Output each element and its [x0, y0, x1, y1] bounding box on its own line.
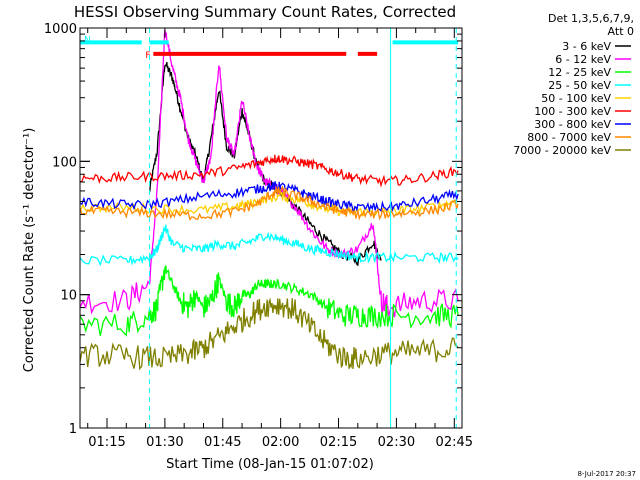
generated-timestamp: 8-Jul-2017 20:37 [577, 470, 636, 478]
x-tick-label-3: 02:00 [262, 435, 299, 450]
series-line-5 [80, 154, 459, 188]
x-axis-label: Start Time (08-Jan-15 01:07:02) [166, 457, 374, 472]
y-tick-label-1: 10 [60, 289, 77, 304]
x-tick-label-2: 01:45 [204, 435, 241, 450]
series-line-0 [148, 62, 382, 267]
legend-label-4: 50 - 100 keV [541, 92, 611, 105]
legend-label-5: 100 - 300 keV [534, 105, 611, 118]
legend-label-7: 800 - 7000 keV [527, 131, 611, 144]
series-line-1 [80, 30, 459, 318]
legend-header-0: Det 1,3,5,6,7,9, [548, 12, 634, 25]
plot-frame [79, 27, 463, 429]
legend-label-6: 300 - 800 keV [534, 118, 611, 131]
y-tick-label-2: 100 [52, 155, 77, 170]
x-tick-label-0: 01:15 [88, 435, 125, 450]
legend-label-8: 7000 - 20000 keV [513, 144, 611, 157]
legend-label-2: 12 - 25 keV [548, 66, 611, 79]
flag-label-3: F [145, 51, 150, 61]
legend-header-1: Att 0 [608, 25, 634, 38]
legend-label-0: 3 - 6 keV [562, 40, 611, 53]
series-line-7 [80, 185, 459, 221]
plot-area: NF [80, 28, 459, 428]
legend-label-3: 25 - 50 keV [548, 79, 611, 92]
x-tick-label-1: 01:30 [146, 435, 183, 450]
y-axis-label: Corrected Count Rate (s⁻¹ detector⁻¹) [22, 128, 37, 373]
legend-label-1: 6 - 12 keV [555, 53, 611, 66]
series-line-8 [80, 297, 459, 371]
y-tick-label-3: 1000 [44, 22, 77, 37]
chart-title: HESSI Observing Summary Count Rates, Cor… [74, 3, 456, 21]
axes: 1 10 100 1000 01:15 01:30 01:45 02:00 02:15 02:30… [44, 22, 473, 450]
plot-clipped [80, 30, 459, 371]
x-tick-label-4: 02:15 [320, 435, 357, 450]
y-axis-label-group: Corrected Count Rate (s⁻¹ detector⁻¹) [22, 128, 37, 373]
series-line-6 [80, 181, 459, 213]
y-tick-label-0: 1 [69, 422, 77, 437]
x-tick-label-6: 02:45 [436, 435, 473, 450]
flag-label-0: N [84, 35, 91, 45]
x-tick-label-5: 02:30 [378, 435, 415, 450]
series-line-3 [80, 224, 459, 267]
series-line-2 [80, 265, 459, 337]
